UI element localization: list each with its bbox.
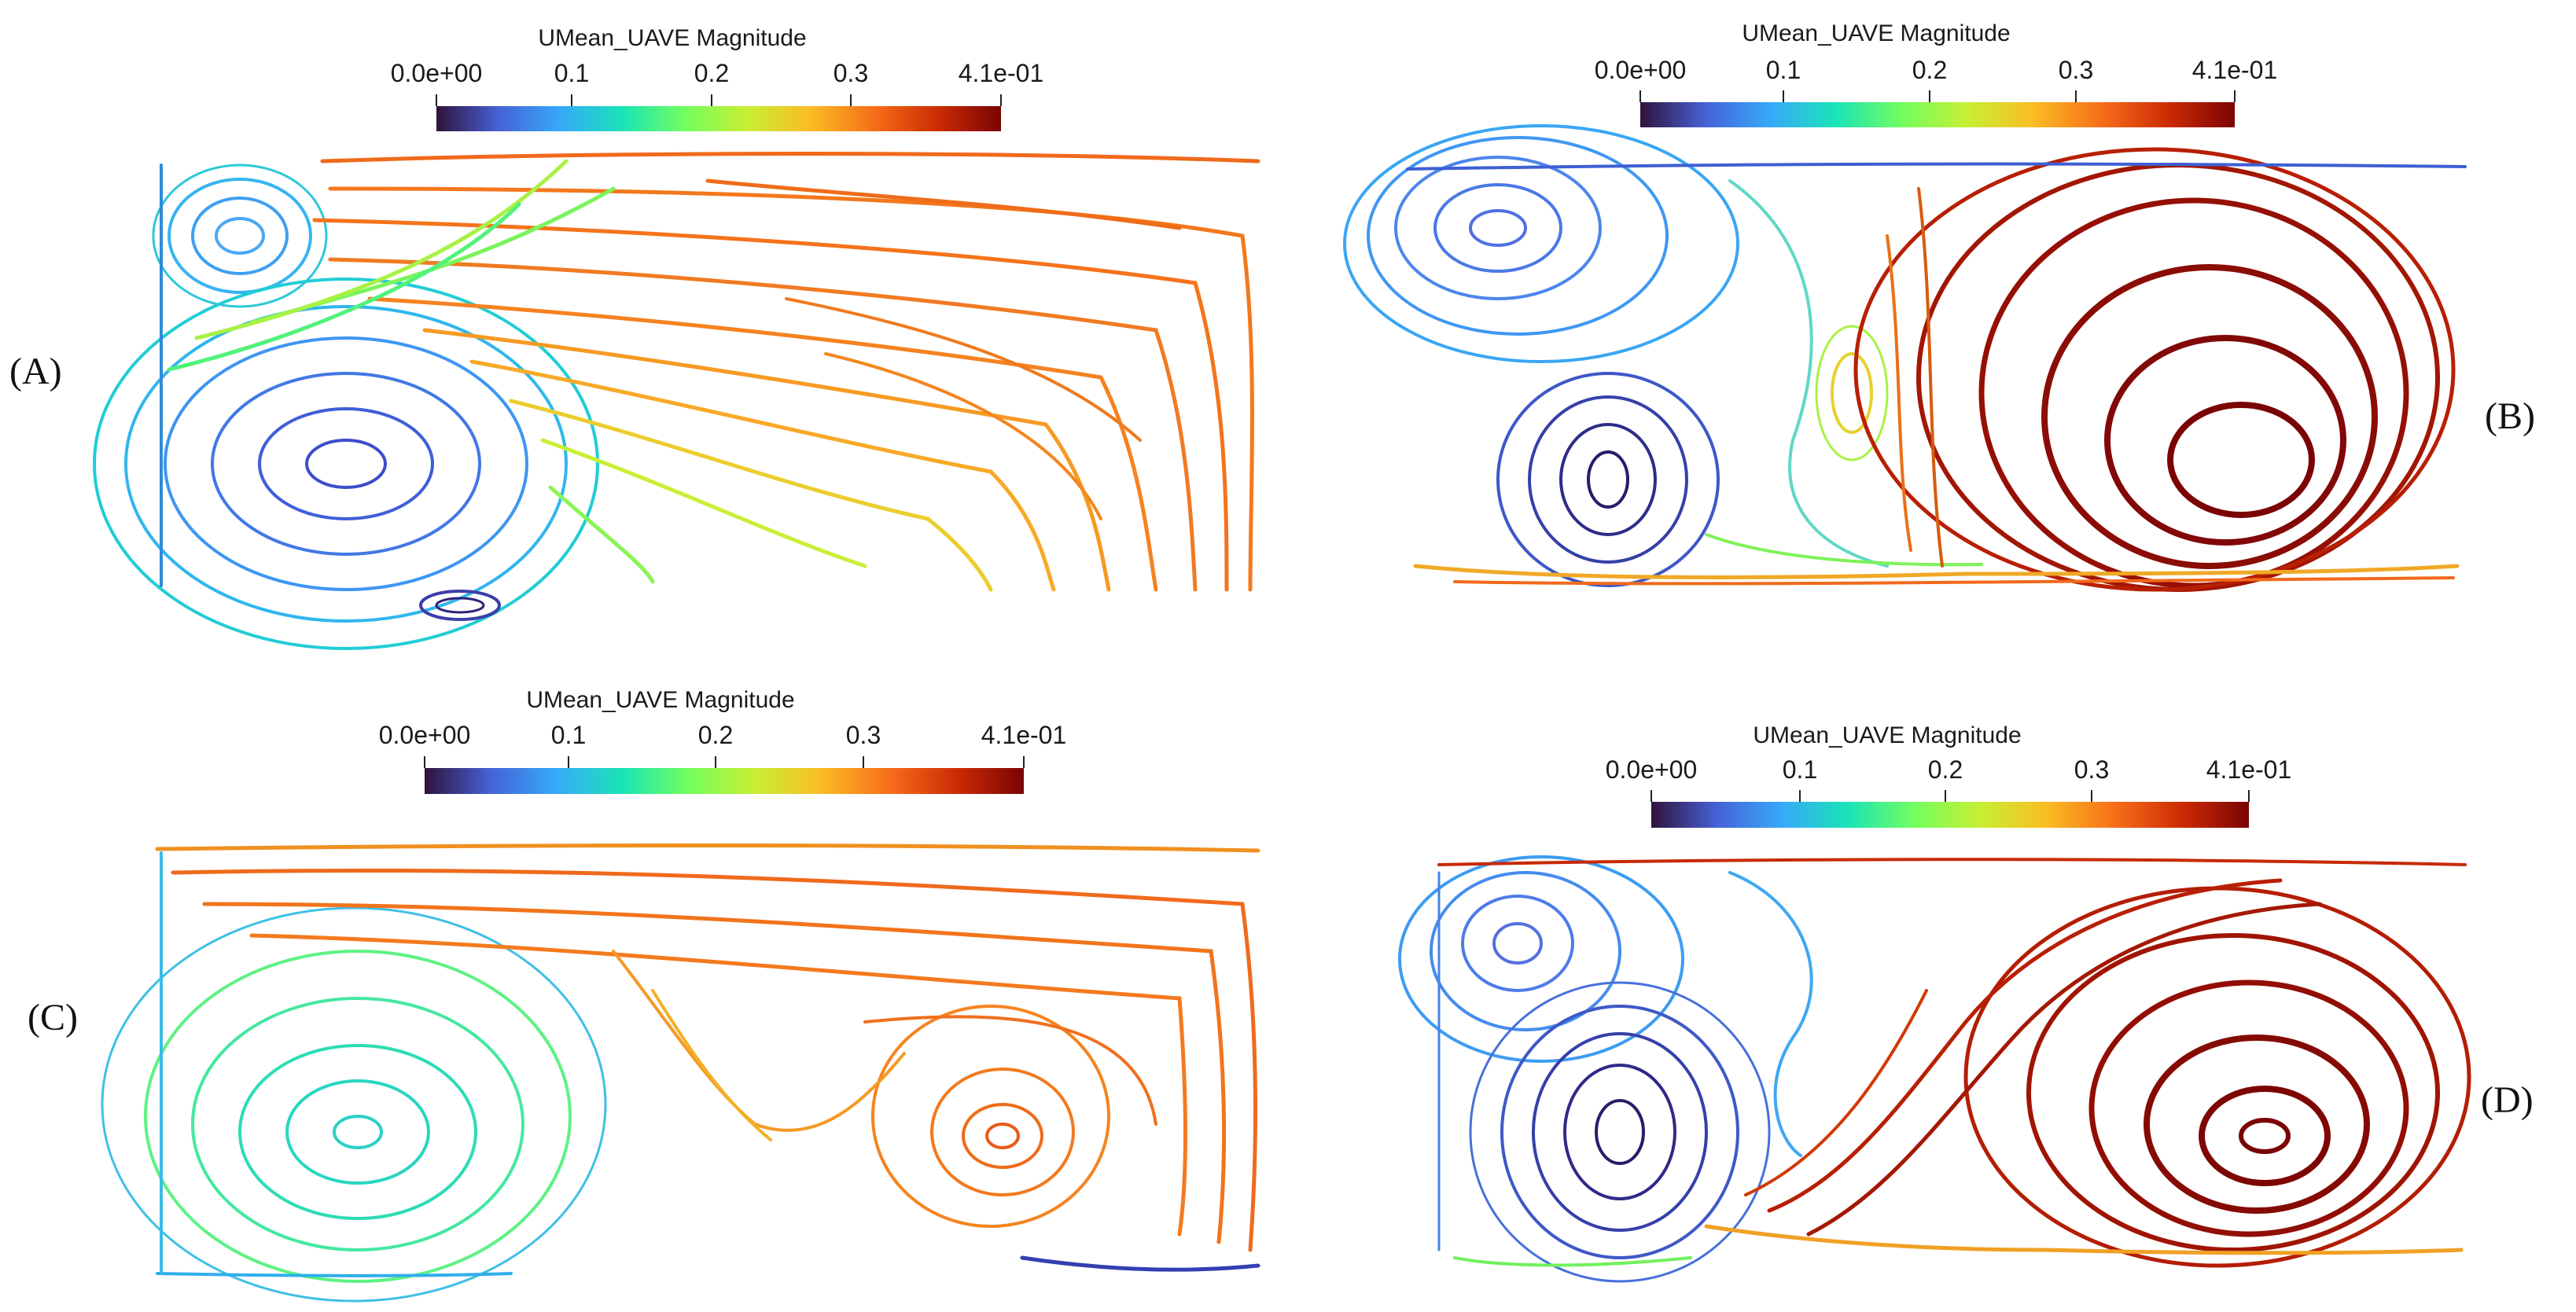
colorbar-gradient-a xyxy=(436,106,1001,131)
colorbar-tick-b-4: 4.1e-01 xyxy=(2192,56,2278,84)
colorbar-b: UMean_UAVE Magnitude 0.0e+00 0.1 0.2 0.3… xyxy=(1595,20,2278,127)
colorbar-gradient-c xyxy=(425,768,1024,794)
panel-label-d: (D) xyxy=(2481,1079,2534,1121)
colorbar-ticks-a xyxy=(436,94,1002,106)
colorbar-ticks-b xyxy=(1639,90,2236,102)
colorbar-tick-b-3: 0.3 xyxy=(2059,56,2093,84)
panel-label-a: (A) xyxy=(9,351,62,392)
colorbar-ticks-c xyxy=(424,756,1025,768)
colorbar-tick-a-1: 0.1 xyxy=(554,59,589,87)
colorbar-tick-d-0: 0.0e+00 xyxy=(1606,755,1698,784)
colorbar-ticks-d xyxy=(1650,790,2250,802)
streamlines-a xyxy=(93,152,1260,650)
colorbar-title-a: UMean_UAVE Magnitude xyxy=(538,25,806,51)
colorbar-gradient-d xyxy=(1651,802,2249,828)
colorbar-tick-b-0: 0.0e+00 xyxy=(1595,56,1687,84)
colorbar-tick-b-1: 0.1 xyxy=(1766,56,1801,84)
colorbar-tick-d-3: 0.3 xyxy=(2074,755,2109,784)
colorbar-tick-d-4: 4.1e-01 xyxy=(2206,755,2292,784)
panel-c: UMean_UAVE Magnitude 0.0e+00 0.1 0.2 0.3… xyxy=(28,687,1260,1303)
panel-a: UMean_UAVE Magnitude 0.0e+00 0.1 0.2 0.3… xyxy=(9,25,1260,650)
colorbar-title-b: UMean_UAVE Magnitude xyxy=(1742,20,2010,46)
colorbar-tick-a-0: 0.0e+00 xyxy=(391,59,483,87)
panel-label-b: (B) xyxy=(2485,395,2535,437)
panel-d: UMean_UAVE Magnitude 0.0e+00 0.1 0.2 0.3… xyxy=(1398,722,2534,1283)
colorbar-title-c: UMean_UAVE Magnitude xyxy=(526,687,794,713)
panel-label-c: (C) xyxy=(28,997,78,1038)
colorbar-tick-d-2: 0.2 xyxy=(1928,755,1963,784)
colorbar-tick-c-0: 0.0e+00 xyxy=(379,721,471,749)
colorbar-tick-c-2: 0.2 xyxy=(698,721,733,749)
streamlines-c xyxy=(101,843,1260,1303)
colorbar-d: UMean_UAVE Magnitude 0.0e+00 0.1 0.2 0.3… xyxy=(1606,722,2292,828)
colorbar-tick-a-3: 0.3 xyxy=(834,59,868,87)
colorbar-tick-a-4: 4.1e-01 xyxy=(959,59,1044,87)
colorbar-title-d: UMean_UAVE Magnitude xyxy=(1753,722,2021,748)
panel-b: UMean_UAVE Magnitude 0.0e+00 0.1 0.2 0.3… xyxy=(1343,20,2535,592)
colorbar-tick-c-3: 0.3 xyxy=(846,721,881,749)
colorbar-tick-d-1: 0.1 xyxy=(1783,755,1817,784)
streamlines-d xyxy=(1398,855,2471,1283)
streamlines-b xyxy=(1343,124,2467,592)
colorbar-gradient-b xyxy=(1640,102,2235,127)
colorbar-tick-a-2: 0.2 xyxy=(694,59,729,87)
colorbar-c: UMean_UAVE Magnitude 0.0e+00 0.1 0.2 0.3… xyxy=(379,687,1067,794)
colorbar-a: UMean_UAVE Magnitude 0.0e+00 0.1 0.2 0.3… xyxy=(391,25,1044,131)
colorbar-tick-b-2: 0.2 xyxy=(1912,56,1947,84)
colorbar-tick-c-4: 4.1e-01 xyxy=(981,721,1067,749)
colorbar-tick-c-1: 0.1 xyxy=(551,721,586,749)
